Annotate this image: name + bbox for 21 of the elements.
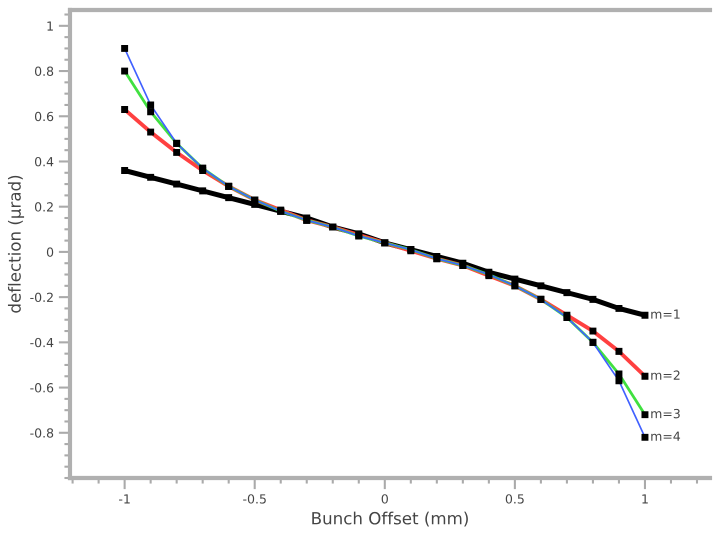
y-tick-label: 0.6 xyxy=(34,112,54,122)
series-label: m=4 xyxy=(651,432,680,441)
x-axis-title: Bunch Offset (mm) xyxy=(312,512,468,526)
y-axis-title: deflection (μrad) xyxy=(8,176,24,313)
y-tick-label: -0.8 xyxy=(30,428,54,438)
y-tick-label: -0.6 xyxy=(30,383,54,392)
y-tick-label: -0.4 xyxy=(30,338,54,348)
series-label: m=2 xyxy=(651,370,680,380)
x-tick-label: -1 xyxy=(119,494,130,504)
y-tick-label: 0.2 xyxy=(34,202,53,212)
x-tick-label: 1 xyxy=(642,494,648,504)
series-label: m=1 xyxy=(651,310,680,319)
y-tick-label: 0 xyxy=(46,247,54,257)
series-label: m=3 xyxy=(651,408,680,418)
y-tick-label: 0.4 xyxy=(34,156,54,166)
y-tick-label: -0.2 xyxy=(30,292,53,302)
x-tick-label: 0 xyxy=(382,494,388,504)
y-tick-label: 0.8 xyxy=(34,66,54,76)
y-tick-label: 1 xyxy=(47,21,53,31)
x-tick-label: 0.5 xyxy=(506,494,524,504)
x-tick-label: -0.5 xyxy=(243,494,266,504)
